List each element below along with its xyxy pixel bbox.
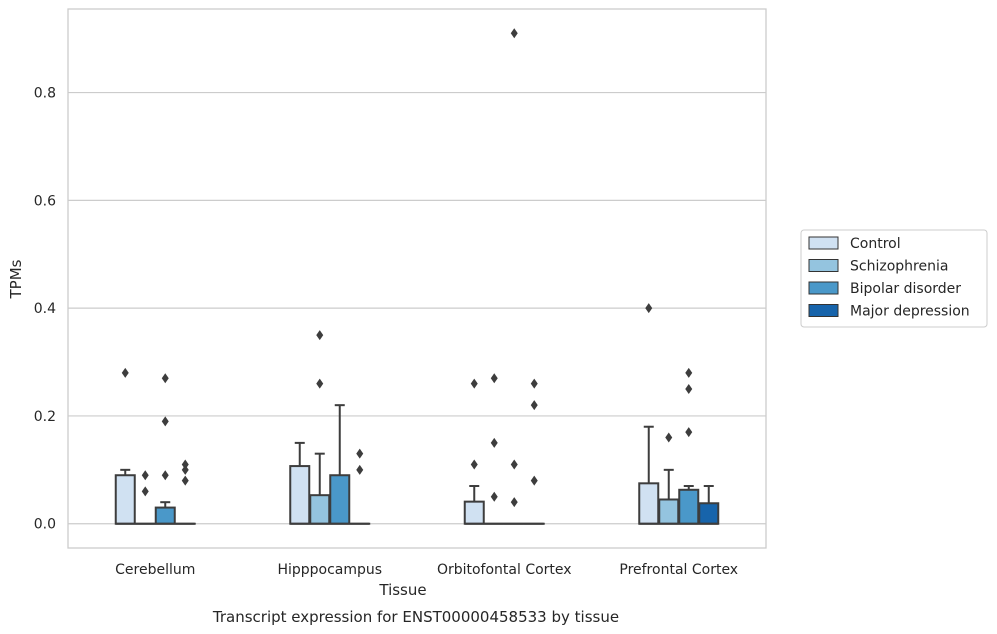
outlier-point <box>470 378 478 389</box>
outlier-point <box>316 330 324 341</box>
box-2-0 <box>463 378 485 525</box>
legend-label: Major depression <box>850 304 970 320</box>
box-body <box>638 482 660 525</box>
box-body <box>329 474 351 525</box>
y-axis-label: TPMs <box>7 259 25 299</box>
outlier-point <box>161 373 169 384</box>
box-2-3 <box>523 378 545 525</box>
box-0-2 <box>154 373 176 525</box>
x-tick-label: Hipppocampus <box>277 562 382 578</box>
outlier-point <box>316 378 324 389</box>
plot-frame <box>67 8 767 549</box>
gridlines <box>68 91 766 525</box>
x-axis-label: Tissue <box>378 581 426 599</box>
outlier-point <box>490 437 498 448</box>
outlier-point <box>356 464 364 475</box>
box-1-0 <box>289 441 311 525</box>
legend-swatch <box>808 281 839 295</box>
box-3-3 <box>698 485 720 525</box>
outlier-point <box>510 459 518 470</box>
outlier-point <box>510 28 518 39</box>
box-body <box>678 488 700 525</box>
box-body <box>154 506 176 525</box>
legend-frame <box>800 229 988 328</box>
x-tick-label: Prefrontal Cortex <box>619 562 738 578</box>
x-tick-label: Orbitofontal Cortex <box>437 562 572 578</box>
outlier-point <box>121 367 129 378</box>
legend-label: Control <box>850 236 901 252</box>
outlier-point <box>530 378 538 389</box>
outlier-point <box>645 303 653 314</box>
outlier-point <box>530 475 538 486</box>
legend-swatch <box>808 236 839 250</box>
box-body <box>698 502 720 525</box>
box-0-3 <box>174 459 196 525</box>
outlier-point <box>470 459 478 470</box>
outlier-point <box>490 491 498 502</box>
outlier-point <box>510 497 518 508</box>
box-2-2 <box>503 28 525 525</box>
outlier-point <box>685 367 693 378</box>
x-tick-label: Cerebellum <box>115 562 195 578</box>
y-tick-labels: 0.0 0.2 0.4 0.6 0.8 <box>34 86 56 533</box>
y-tick-label: 0.8 <box>34 86 56 102</box>
box-3-1 <box>658 432 680 525</box>
y-tick-label: 0.4 <box>34 301 56 317</box>
box-body <box>289 465 311 525</box>
box-0-1 <box>134 470 156 525</box>
outlier-point <box>490 373 498 384</box>
outlier-point <box>356 448 364 459</box>
outlier-point <box>181 459 189 470</box>
box-body <box>463 500 485 525</box>
outlier-point <box>161 416 169 427</box>
outlier-point <box>181 464 189 475</box>
legend-swatch <box>808 259 839 272</box>
box-1-3 <box>349 448 371 525</box>
x-tick-labels: Cerebellum Hipppocampus Orbitofontal Corte… <box>115 562 738 578</box>
legend: Control Schizophrenia Bipolar disorder Majo… <box>800 229 988 328</box>
legend-items: Control Schizophrenia Bipolar disorder Majo… <box>808 236 970 320</box>
box-body <box>114 474 136 525</box>
boxes <box>114 28 720 525</box>
outlier-point <box>530 400 538 411</box>
outlier-point <box>141 486 149 497</box>
outlier-point <box>141 470 149 481</box>
box-body <box>309 494 331 525</box>
outlier-point <box>685 427 693 438</box>
box-3-0 <box>638 303 660 525</box>
box-0-0 <box>114 367 136 525</box>
legend-label: Schizophrenia <box>850 259 948 275</box>
outlier-point <box>161 470 169 481</box>
box-1-1 <box>309 330 331 525</box>
box-3-2 <box>678 367 700 525</box>
outlier-point <box>181 475 189 486</box>
legend-label: Bipolar disorder <box>850 281 961 297</box>
box-body <box>658 498 680 525</box>
box-1-2 <box>329 404 351 525</box>
y-tick-label: 0.0 <box>34 517 56 533</box>
legend-swatch <box>808 304 839 317</box>
y-tick-label: 0.6 <box>34 193 56 209</box>
box-2-1 <box>483 373 505 525</box>
outlier-point <box>665 432 673 443</box>
y-tick-label: 0.2 <box>34 409 56 425</box>
outlier-point <box>685 383 693 394</box>
figure-caption: Transcript expression for ENST0000045853… <box>212 608 619 626</box>
